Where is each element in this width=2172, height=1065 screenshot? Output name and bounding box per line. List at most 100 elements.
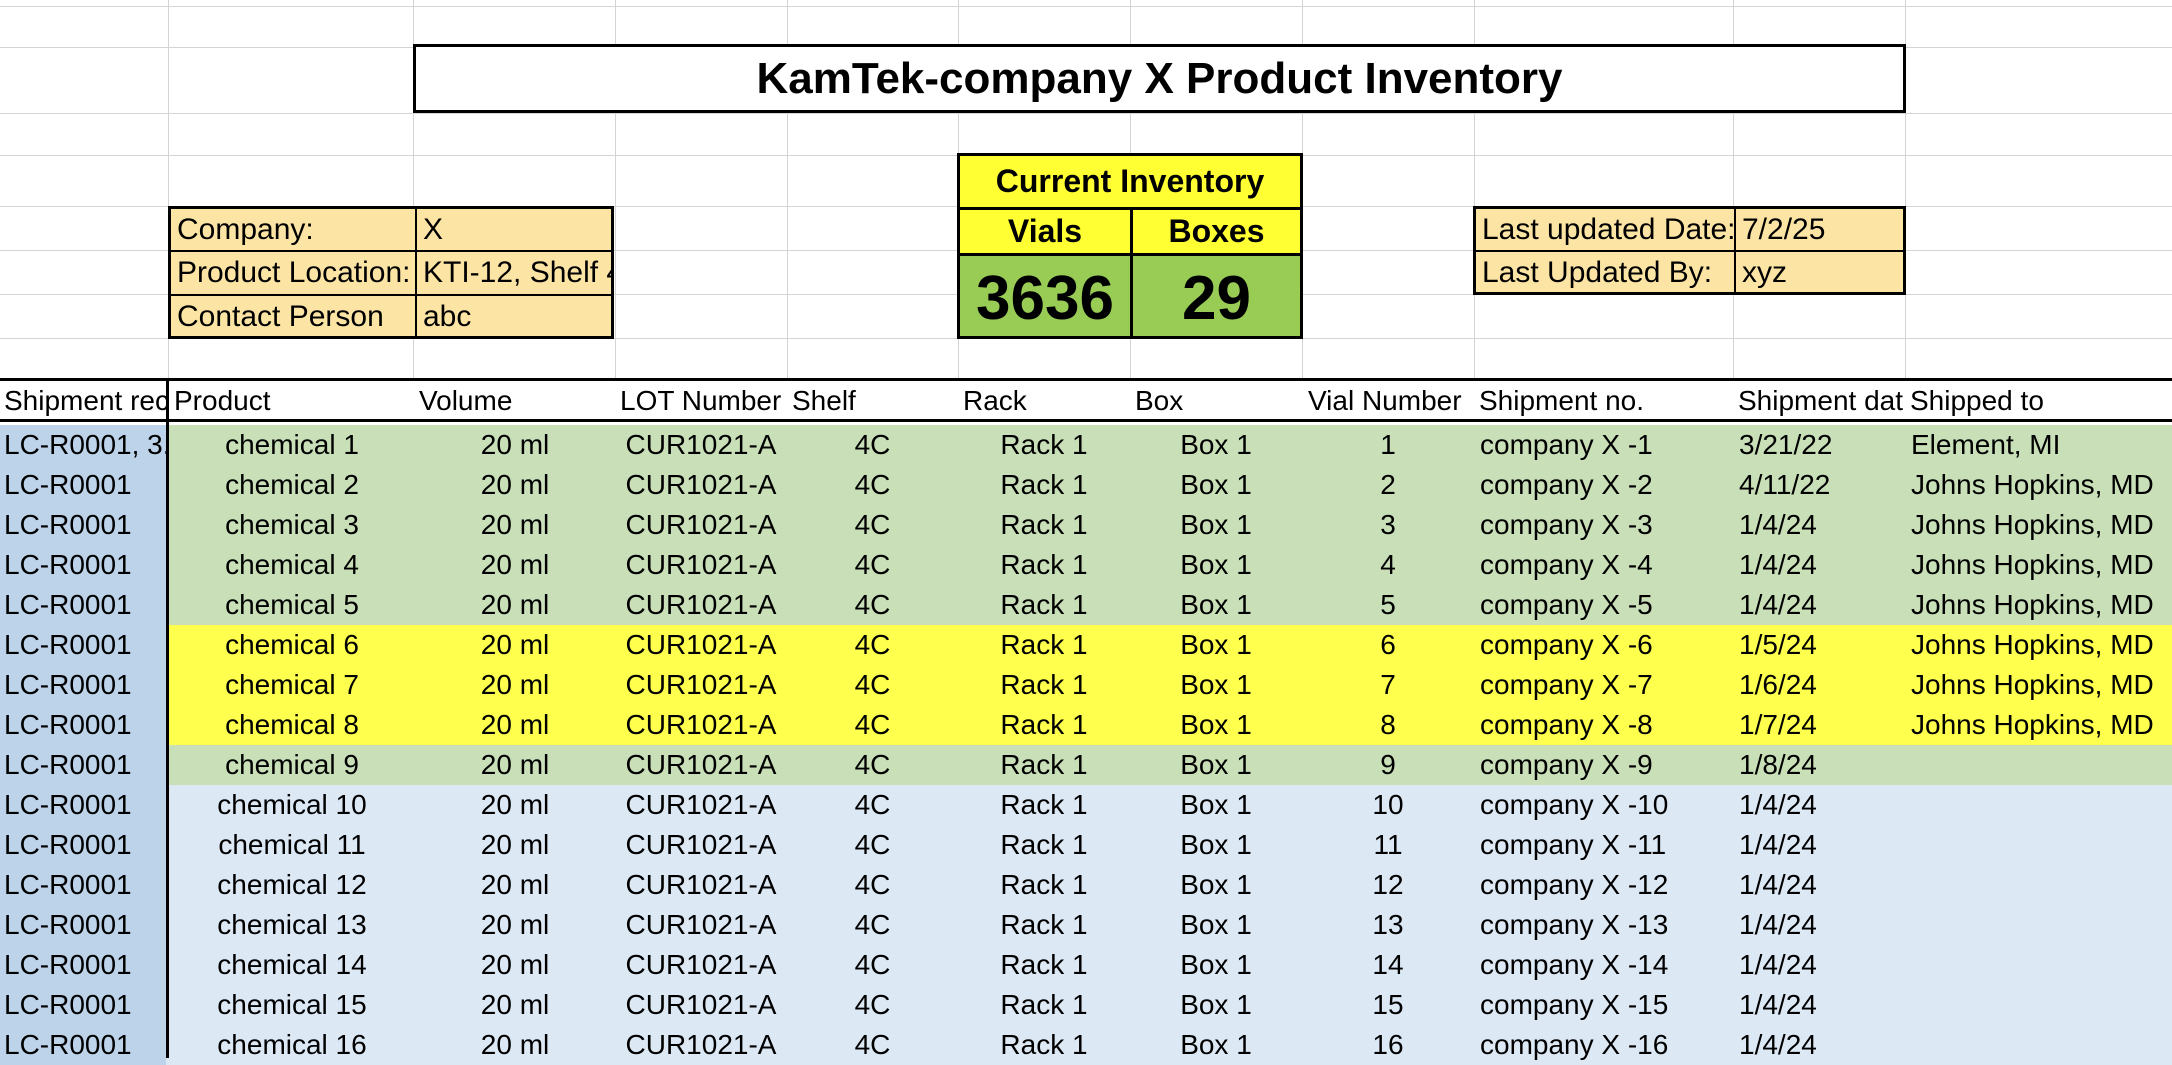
cell-shelf[interactable]: 4C: [854, 909, 891, 940]
cell-shipment-received[interactable]: LC-R0001: [0, 825, 166, 865]
table-row[interactable]: LC-R0001 chemical 16 20 ml CUR1021-A 4C Rack …: [0, 1025, 2172, 1065]
cell-lot-number[interactable]: CUR1021-A: [625, 469, 777, 500]
cell-rack[interactable]: Rack 1: [1000, 549, 1088, 580]
cell-vial-number[interactable]: 10: [1372, 789, 1404, 820]
cell-product[interactable]: chemical 4: [225, 549, 359, 580]
cell-rack[interactable]: Rack 1: [1000, 949, 1088, 980]
cell-shelf[interactable]: 4C: [854, 629, 891, 660]
table-row[interactable]: LC-R0001 chemical 9 20 ml CUR1021-A 4C Rack 1…: [0, 745, 2172, 785]
col-header-product[interactable]: Product: [174, 385, 271, 416]
cell-volume[interactable]: 20 ml: [480, 549, 550, 580]
cell-shipment-date[interactable]: 1/4/24: [1739, 869, 1817, 900]
cell-shipment-received[interactable]: LC-R0001: [0, 945, 166, 985]
cell-lot-number[interactable]: CUR1021-A: [625, 869, 777, 900]
cell-shipped-to[interactable]: [1905, 985, 2172, 1025]
cell-shipment-no[interactable]: company X -5: [1480, 589, 1653, 620]
cell-shipment-no[interactable]: company X -3: [1480, 509, 1653, 540]
cell-vial-number[interactable]: 6: [1380, 629, 1396, 660]
cell-lot-number[interactable]: CUR1021-A: [625, 509, 777, 540]
cell-shelf[interactable]: 4C: [854, 1029, 891, 1060]
cell-volume[interactable]: 20 ml: [480, 1029, 550, 1060]
cell-rack[interactable]: Rack 1: [1000, 749, 1088, 780]
cell-product[interactable]: chemical 11: [218, 829, 366, 860]
cell-box[interactable]: Box 1: [1180, 989, 1252, 1020]
col-header-shipment-received[interactable]: Shipment rece: [4, 385, 168, 416]
cell-volume[interactable]: 20 ml: [480, 989, 550, 1020]
cell-shelf[interactable]: 4C: [854, 589, 891, 620]
cell-box[interactable]: Box 1: [1180, 789, 1252, 820]
cell-shelf[interactable]: 4C: [854, 709, 891, 740]
cell-rack[interactable]: Rack 1: [1000, 869, 1088, 900]
cell-shipped-to[interactable]: Johns Hopkins, MD: [1911, 509, 2154, 540]
cell-shipment-received[interactable]: LC-R0001: [0, 625, 166, 665]
cell-shipment-no[interactable]: company X -6: [1480, 629, 1653, 660]
cell-lot-number[interactable]: CUR1021-A: [625, 429, 777, 460]
cell-box[interactable]: Box 1: [1180, 1029, 1252, 1060]
cell-lot-number[interactable]: CUR1021-A: [625, 749, 777, 780]
cell-rack[interactable]: Rack 1: [1000, 1029, 1088, 1060]
cell-shipped-to[interactable]: Johns Hopkins, MD: [1911, 469, 2154, 500]
cell-shipment-received[interactable]: LC-R0001: [0, 665, 166, 705]
cell-vial-number[interactable]: 11: [1373, 829, 1403, 860]
cell-box[interactable]: Box 1: [1180, 429, 1252, 460]
cell-shipped-to[interactable]: Johns Hopkins, MD: [1911, 629, 2154, 660]
cell-rack[interactable]: Rack 1: [1000, 669, 1088, 700]
cell-vial-number[interactable]: 8: [1380, 709, 1396, 740]
cell-box[interactable]: Box 1: [1180, 869, 1252, 900]
cell-product[interactable]: chemical 7: [225, 669, 359, 700]
cell-volume[interactable]: 20 ml: [480, 869, 550, 900]
cell-box[interactable]: Box 1: [1180, 829, 1252, 860]
cell-box[interactable]: Box 1: [1180, 949, 1252, 980]
col-header-shipped-to[interactable]: Shipped to: [1910, 385, 2044, 416]
col-header-shipment-no[interactable]: Shipment no.: [1479, 385, 1644, 416]
table-row[interactable]: LC-R0001 chemical 14 20 ml CUR1021-A 4C Rack …: [0, 945, 2172, 985]
col-header-shelf[interactable]: Shelf: [792, 385, 856, 416]
table-row[interactable]: LC-R0001 chemical 3 20 ml CUR1021-A 4C Rack 1…: [0, 505, 2172, 545]
cell-vial-number[interactable]: 7: [1380, 669, 1396, 700]
table-row[interactable]: LC-R0001 chemical 11 20 ml CUR1021-A 4C Rack …: [0, 825, 2172, 865]
cell-shipment-no[interactable]: company X -8: [1480, 709, 1653, 740]
cell-lot-number[interactable]: CUR1021-A: [625, 789, 777, 820]
cell-box[interactable]: Box 1: [1180, 589, 1252, 620]
boxes-count[interactable]: 29: [1133, 256, 1300, 336]
cell-product[interactable]: chemical 15: [217, 989, 367, 1020]
col-header-vial-number[interactable]: Vial Number: [1308, 385, 1462, 416]
cell-shipment-received[interactable]: LC-R0001: [0, 905, 166, 945]
cell-product[interactable]: chemical 9: [225, 749, 359, 780]
cell-box[interactable]: Box 1: [1180, 909, 1252, 940]
cell-volume[interactable]: 20 ml: [480, 709, 550, 740]
cell-vial-number[interactable]: 3: [1380, 509, 1396, 540]
cell-shipment-no[interactable]: company X -1: [1480, 429, 1653, 460]
cell-shipped-to[interactable]: [1905, 865, 2172, 905]
cell-shipment-date[interactable]: 1/4/24: [1739, 589, 1817, 620]
cell-shipped-to[interactable]: [1905, 785, 2172, 825]
cell-shipped-to[interactable]: Element, MI: [1911, 429, 2061, 460]
table-row[interactable]: LC-R0001 chemical 15 20 ml CUR1021-A 4C Rack …: [0, 985, 2172, 1025]
cell-shipment-received[interactable]: LC-R0001: [0, 545, 166, 585]
cell-lot-number[interactable]: CUR1021-A: [625, 989, 777, 1020]
cell-shipped-to[interactable]: Johns Hopkins, MD: [1911, 549, 2154, 580]
cell-product[interactable]: chemical 8: [225, 709, 359, 740]
cell-volume[interactable]: 20 ml: [480, 509, 550, 540]
cell-shipped-to[interactable]: Johns Hopkins, MD: [1911, 589, 2154, 620]
cell-volume[interactable]: 20 ml: [480, 949, 550, 980]
cell-box[interactable]: Box 1: [1180, 749, 1252, 780]
cell-shipment-no[interactable]: company X -14: [1480, 949, 1669, 980]
cell-vial-number[interactable]: 4: [1380, 549, 1396, 580]
cell-shipment-date[interactable]: 1/4/24: [1739, 789, 1817, 820]
cell-shipment-date[interactable]: 1/4/24: [1739, 989, 1817, 1020]
cell-product[interactable]: chemical 3: [225, 509, 359, 540]
cell-shipment-received[interactable]: LC-R0001: [0, 705, 166, 745]
last-updated-date-value[interactable]: 7/2/25: [1742, 213, 1826, 246]
cell-rack[interactable]: Rack 1: [1000, 629, 1088, 660]
cell-box[interactable]: Box 1: [1180, 549, 1252, 580]
cell-shipment-no[interactable]: company X -15: [1480, 989, 1669, 1020]
table-row[interactable]: LC-R0001 chemical 10 20 ml CUR1021-A 4C Rack …: [0, 785, 2172, 825]
contact-person-value[interactable]: abc: [423, 300, 472, 333]
cell-lot-number[interactable]: CUR1021-A: [625, 709, 777, 740]
cell-shipment-received[interactable]: LC-R0001: [0, 745, 166, 785]
cell-volume[interactable]: 20 ml: [480, 629, 550, 660]
cell-shipped-to[interactable]: Johns Hopkins, MD: [1911, 709, 2154, 740]
cell-box[interactable]: Box 1: [1180, 469, 1252, 500]
cell-box[interactable]: Box 1: [1180, 629, 1252, 660]
